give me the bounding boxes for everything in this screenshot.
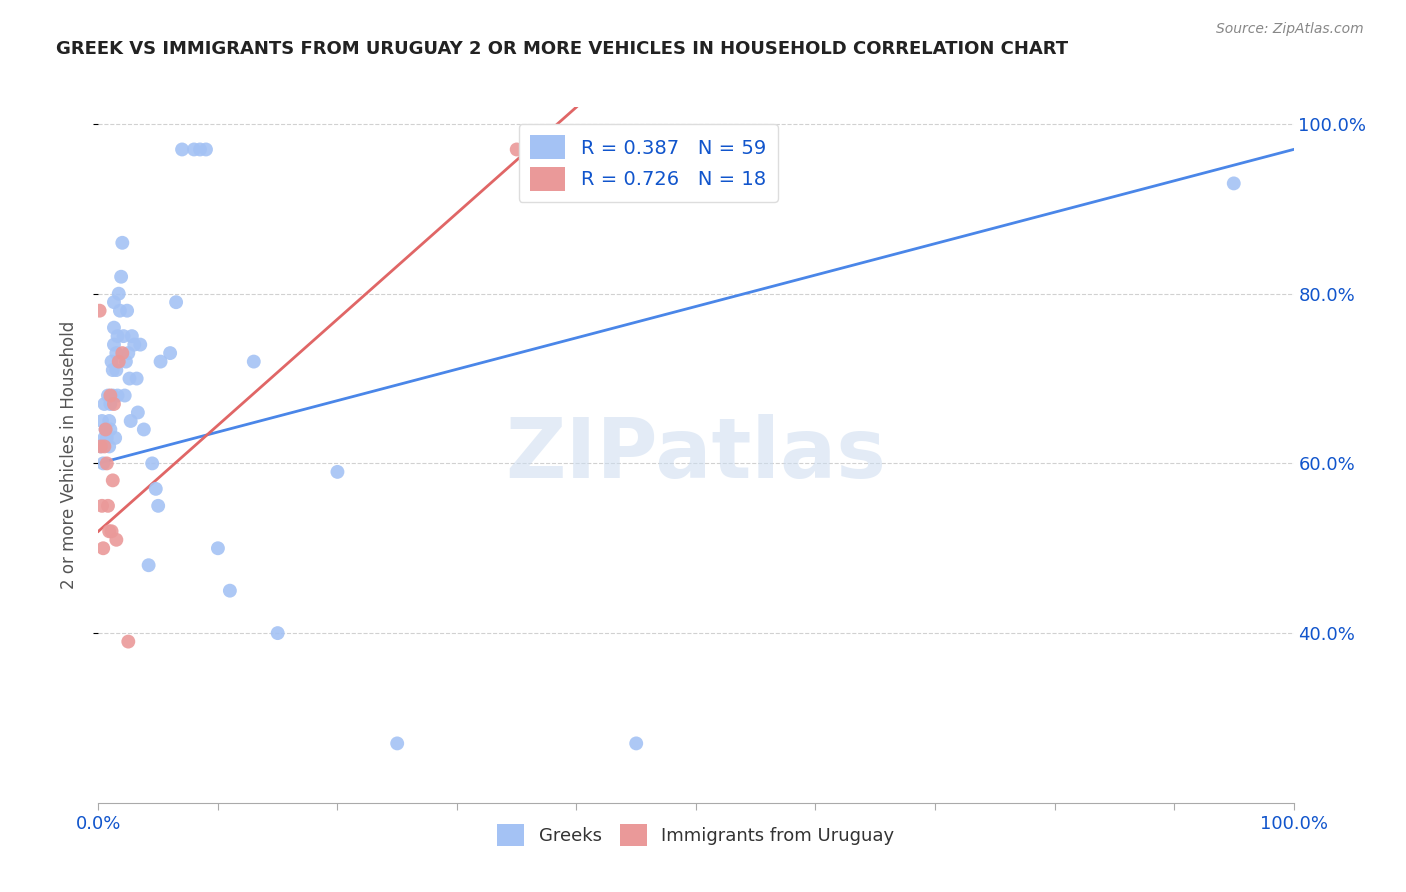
Point xyxy=(98,422,122,436)
Point xyxy=(90,439,112,453)
Point xyxy=(385,736,409,750)
Point xyxy=(96,431,118,445)
Point xyxy=(243,354,266,368)
Point xyxy=(117,634,139,648)
Point xyxy=(121,329,143,343)
Point xyxy=(93,431,115,445)
Point xyxy=(103,397,125,411)
Point xyxy=(129,337,152,351)
Point xyxy=(103,337,125,351)
Point xyxy=(326,465,349,479)
Point xyxy=(219,583,242,598)
Point xyxy=(132,422,155,436)
Point xyxy=(107,286,129,301)
Point xyxy=(101,363,124,377)
Point xyxy=(90,439,112,453)
Point xyxy=(98,439,121,453)
Point xyxy=(105,363,128,377)
Point xyxy=(107,354,129,368)
Point xyxy=(138,558,160,573)
Point xyxy=(125,371,148,385)
Point xyxy=(183,143,205,157)
Point xyxy=(108,303,131,318)
Point xyxy=(114,388,136,402)
Point xyxy=(117,346,139,360)
Point xyxy=(172,143,194,157)
Point xyxy=(91,414,114,428)
Point xyxy=(93,397,115,411)
Point xyxy=(91,541,114,556)
Text: Source: ZipAtlas.com: Source: ZipAtlas.com xyxy=(1216,22,1364,37)
Point xyxy=(267,626,290,640)
Point xyxy=(626,736,648,750)
Point xyxy=(107,388,129,402)
Point xyxy=(110,269,132,284)
Point xyxy=(91,499,114,513)
Point xyxy=(111,235,134,250)
Y-axis label: 2 or more Vehicles in Household: 2 or more Vehicles in Household xyxy=(59,321,77,589)
Point xyxy=(111,346,134,360)
Point xyxy=(112,329,135,343)
Point xyxy=(127,405,149,419)
Point xyxy=(159,346,181,360)
Point xyxy=(107,329,129,343)
Point xyxy=(105,346,128,360)
Text: GREEK VS IMMIGRANTS FROM URUGUAY 2 OR MORE VEHICLES IN HOUSEHOLD CORRELATION CHA: GREEK VS IMMIGRANTS FROM URUGUAY 2 OR MO… xyxy=(56,40,1069,58)
Point xyxy=(506,143,529,157)
Point xyxy=(141,457,163,471)
Point xyxy=(89,303,111,318)
Point xyxy=(115,303,138,318)
Point xyxy=(98,414,121,428)
Point xyxy=(118,371,141,385)
Point xyxy=(149,354,172,368)
Point xyxy=(195,143,218,157)
Point xyxy=(93,439,115,453)
Point xyxy=(94,422,117,436)
Point xyxy=(207,541,229,556)
Point xyxy=(124,337,146,351)
Text: ZIPatlas: ZIPatlas xyxy=(506,415,886,495)
Point xyxy=(105,533,128,547)
Point xyxy=(100,354,122,368)
Legend: Greeks, Immigrants from Uruguay: Greeks, Immigrants from Uruguay xyxy=(491,816,901,853)
Point xyxy=(98,388,122,402)
Point xyxy=(101,388,124,402)
Point xyxy=(104,431,127,445)
Point xyxy=(188,143,211,157)
Point xyxy=(97,499,120,513)
Point xyxy=(103,320,125,334)
Point xyxy=(165,295,187,310)
Point xyxy=(120,414,142,428)
Point xyxy=(91,457,114,471)
Point xyxy=(98,524,121,539)
Point xyxy=(96,457,118,471)
Point xyxy=(101,474,124,488)
Point xyxy=(148,499,170,513)
Point xyxy=(97,388,120,402)
Point xyxy=(94,422,117,436)
Point xyxy=(145,482,167,496)
Point xyxy=(103,295,125,310)
Point xyxy=(115,354,138,368)
Point xyxy=(100,524,122,539)
Point xyxy=(1223,177,1246,191)
Point xyxy=(98,397,122,411)
